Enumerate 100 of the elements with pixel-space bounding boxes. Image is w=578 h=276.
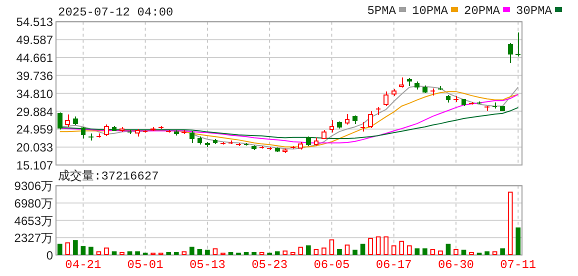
- bar: [391, 245, 396, 255]
- candlestick: [446, 96, 451, 103]
- candlestick: [205, 141, 210, 148]
- bar: [337, 249, 342, 255]
- bar: [399, 240, 404, 255]
- bar: [484, 251, 490, 255]
- legend-label: 30PMA: [516, 4, 553, 18]
- bar: [73, 240, 78, 255]
- candlestick: [368, 110, 373, 128]
- bar: [298, 246, 304, 255]
- bar: [88, 246, 94, 255]
- chart-title: 2025-07-12 04:00: [58, 6, 174, 20]
- legend-label: 10PMA: [412, 4, 449, 18]
- bar: [422, 248, 428, 255]
- legend-label: 20PMA: [464, 4, 501, 18]
- candlestick: [174, 130, 179, 136]
- x-tick-label: 05-01: [127, 258, 164, 272]
- x-tick-label: 07-11: [500, 258, 536, 272]
- bar: [135, 251, 140, 255]
- bar: [368, 238, 373, 255]
- candlestick: [65, 114, 70, 128]
- bar: [384, 236, 388, 255]
- candlestick: [484, 106, 490, 112]
- bar: [446, 244, 451, 255]
- y-tick-label: 2327万: [14, 231, 53, 246]
- candlestick: [252, 146, 256, 151]
- candlestick: [406, 78, 412, 87]
- bar: [244, 252, 249, 255]
- candlestick: [220, 141, 226, 144]
- bar: [438, 250, 443, 255]
- x-tick-label: 05-13: [189, 258, 226, 272]
- y-tick-label: 6980万: [14, 196, 53, 211]
- bar: [406, 245, 412, 255]
- y-tick-label: 9306万: [14, 179, 53, 194]
- bar: [500, 248, 505, 255]
- bar: [174, 252, 179, 255]
- bar: [252, 252, 256, 255]
- candlestick: [73, 116, 78, 126]
- bar: [516, 227, 521, 255]
- x-tick-label: 06-30: [438, 258, 474, 272]
- candlestick: [57, 113, 62, 130]
- bar: [306, 245, 311, 255]
- candlestick: [158, 125, 164, 130]
- bar: [282, 250, 288, 255]
- bar: [454, 249, 458, 255]
- bar: [360, 244, 366, 255]
- candlestick: [135, 128, 140, 138]
- candlestick: [274, 148, 280, 152]
- bar: [166, 252, 172, 255]
- x-tick-label: 05-23: [252, 258, 288, 272]
- bar: [314, 249, 319, 255]
- bar: [104, 248, 109, 255]
- candlestick: [454, 95, 458, 102]
- y-tick-label: 54.513: [16, 15, 54, 30]
- candlestick: [197, 136, 202, 145]
- candlestick: [329, 119, 334, 134]
- candlestick: [104, 124, 109, 136]
- bar: [65, 242, 70, 255]
- bar: [228, 252, 234, 255]
- bar: [57, 244, 62, 255]
- candlestick: [314, 136, 319, 146]
- y-tick-label: 49.587: [16, 33, 54, 48]
- y-tick-label: 34.810: [16, 86, 54, 101]
- candlestick: [399, 76, 404, 88]
- bar: [329, 239, 334, 255]
- legend-label: 5PMA: [367, 4, 397, 18]
- bar: [352, 250, 358, 255]
- candlestick: [352, 116, 358, 124]
- bar: [492, 251, 498, 255]
- candlestick: [391, 88, 396, 96]
- bar: [96, 251, 102, 255]
- bar: [344, 244, 350, 255]
- bar: [414, 248, 420, 255]
- y-tick-label: 29.884: [16, 104, 54, 119]
- chart-title: 成交量:37216627: [58, 168, 159, 184]
- candlestick: [150, 126, 156, 130]
- bar: [197, 249, 202, 255]
- x-tick-label: 06-05: [314, 258, 350, 272]
- candlestick: [306, 137, 311, 147]
- y-tick-label: 15.107: [16, 158, 54, 172]
- bar: [376, 236, 381, 255]
- candlestick: [80, 128, 86, 139]
- bar: [190, 246, 194, 255]
- bar: [182, 251, 187, 255]
- candlestick: [508, 44, 513, 64]
- bar: [205, 250, 210, 255]
- candlestick: [337, 122, 342, 130]
- y-tick-label: 44.661: [16, 51, 54, 66]
- x-tick-label: 06-17: [376, 258, 412, 272]
- bar: [508, 192, 513, 255]
- y-tick-label: 24.959: [16, 122, 54, 137]
- candlestick: [344, 114, 350, 124]
- y-tick-label: 4653万: [14, 214, 53, 228]
- bar: [80, 246, 86, 255]
- bar: [461, 250, 466, 255]
- x-tick-label: 04-21: [65, 258, 102, 272]
- candlestick: [384, 91, 388, 107]
- bar: [322, 248, 326, 255]
- y-tick-label: 0: [46, 248, 54, 262]
- bar: [212, 248, 218, 255]
